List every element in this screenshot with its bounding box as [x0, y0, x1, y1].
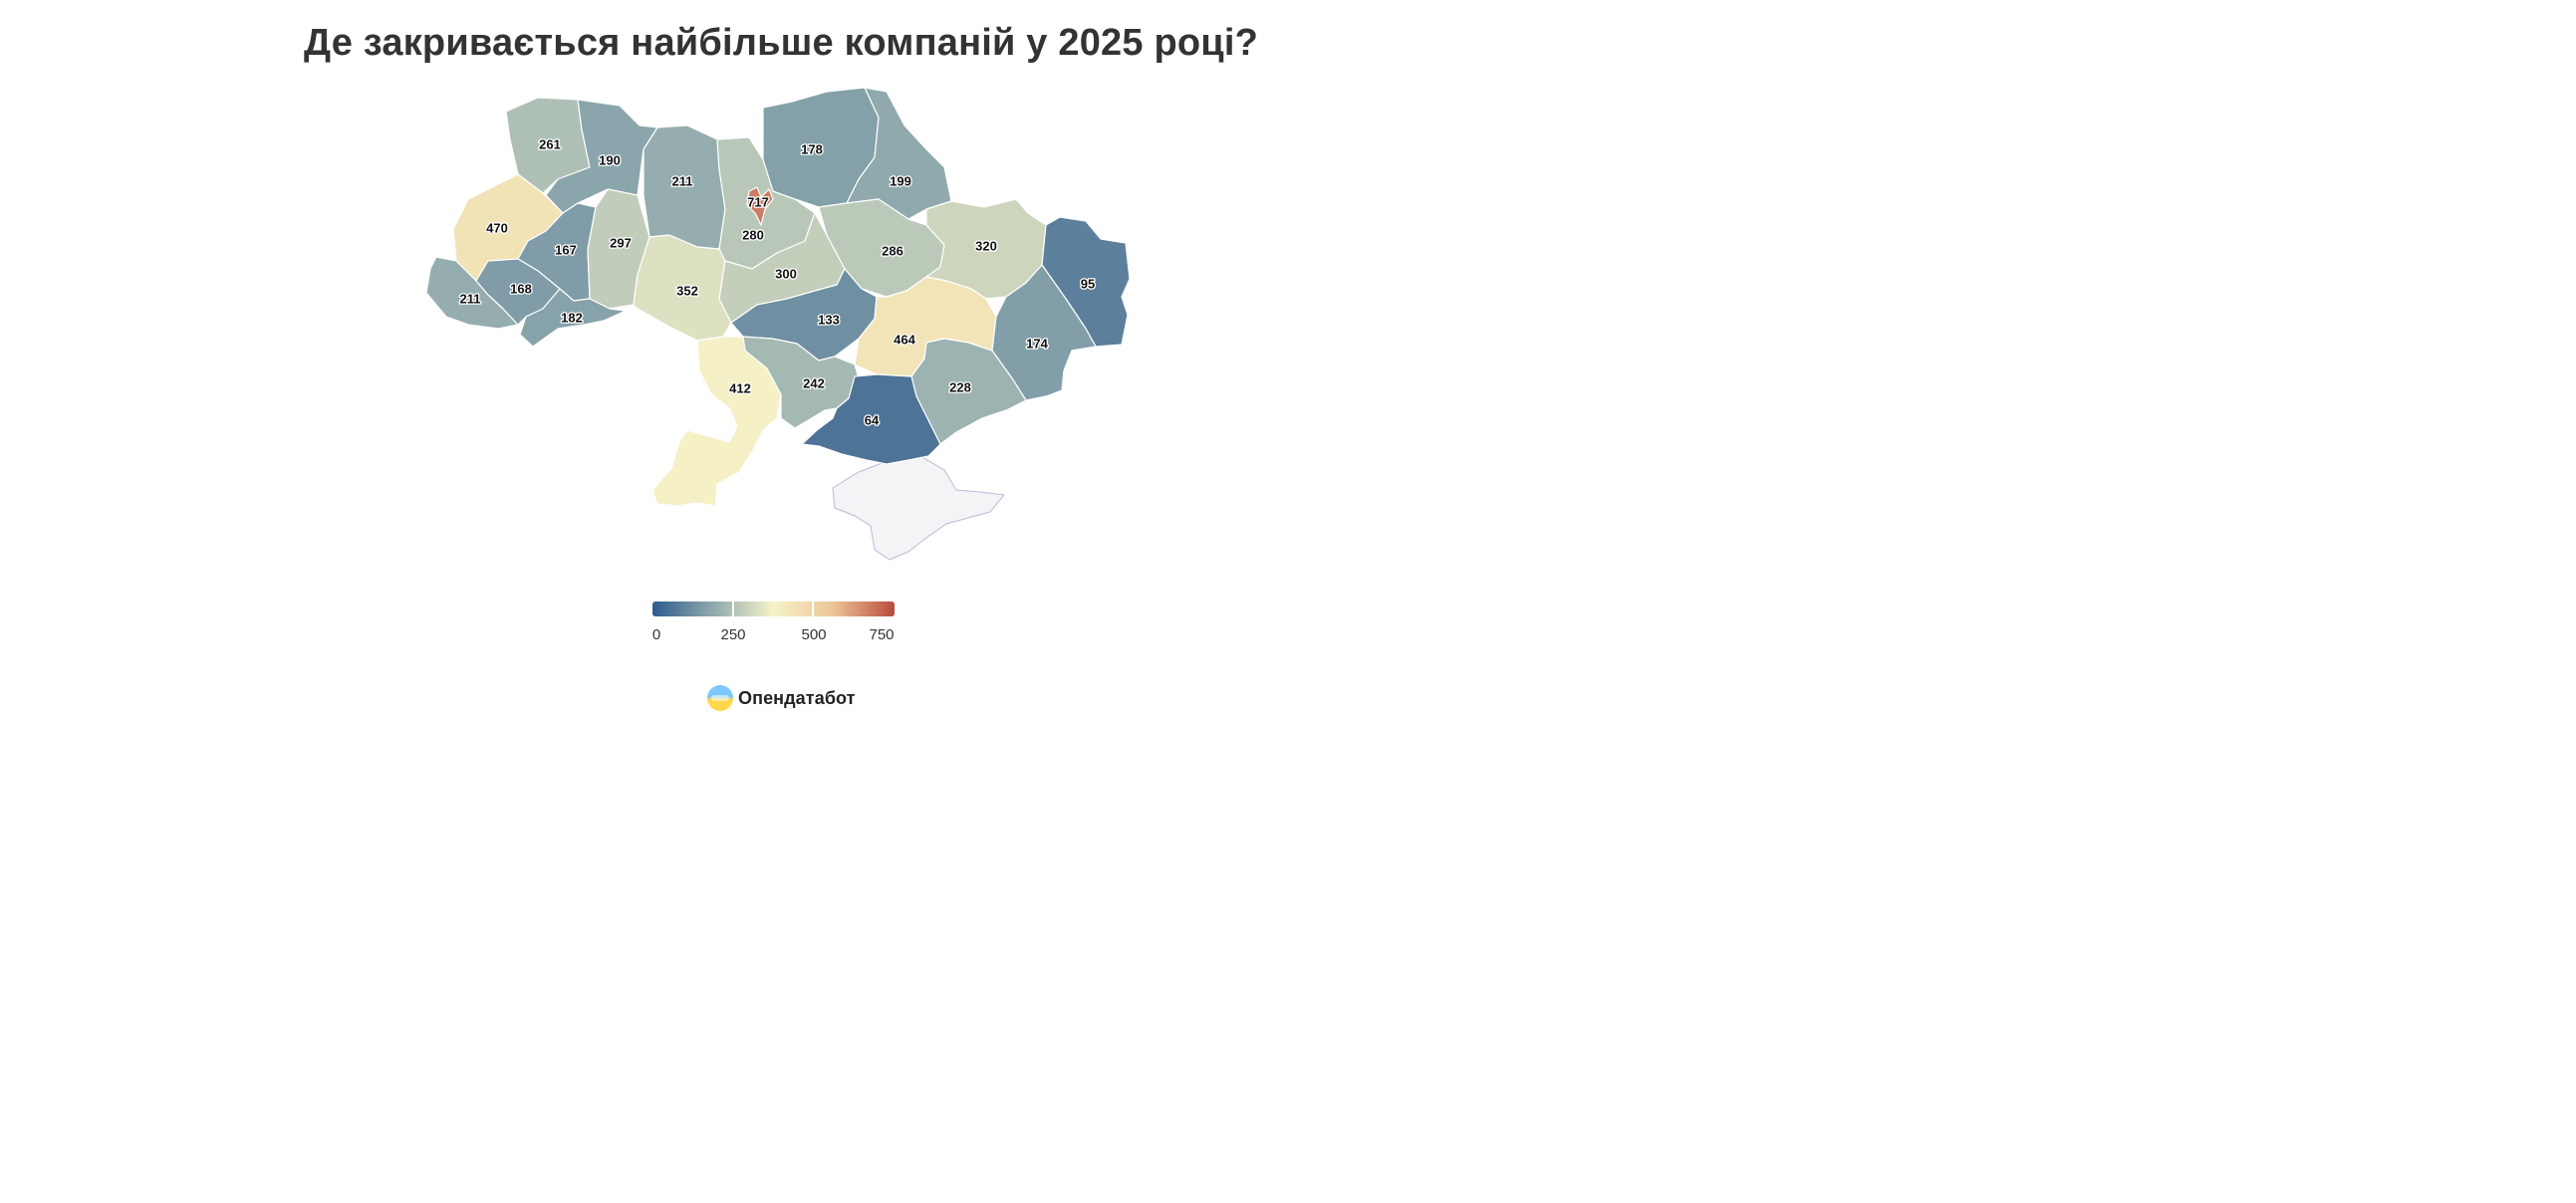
region-vinnytsia[interactable] [633, 234, 732, 342]
region-chernivtsi[interactable] [519, 288, 627, 348]
label-chernivtsi: 182 [561, 310, 583, 325]
label-ternopil: 167 [555, 242, 577, 257]
label-khmelnytskyi: 297 [610, 235, 632, 250]
label-rivne: 190 [599, 152, 621, 167]
legend-tick-0: 0 [651, 626, 661, 643]
label-luhansk: 95 [1081, 276, 1095, 291]
label-ivano-frankivsk: 168 [510, 281, 532, 296]
label-vinnytsia: 352 [676, 283, 698, 298]
label-zaporizhzhia: 228 [949, 379, 971, 394]
legend-color-scale [652, 602, 895, 616]
label-mykolaiv: 242 [803, 375, 825, 390]
region-value-labels: 261 190 211 280 717 178 199 470 167 297 … [458, 135, 1096, 429]
brand-name: Опендатабот [738, 687, 856, 708]
label-dnipropetrovsk: 464 [894, 332, 915, 347]
label-kirovohrad: 133 [818, 312, 840, 327]
region-zakarpattia[interactable] [425, 256, 519, 330]
label-kyiv-oblast: 280 [742, 227, 764, 242]
label-zakarpattia: 211 [460, 291, 481, 306]
ukraine-map: 261 190 211 280 717 178 199 470 167 297 … [425, 87, 1131, 561]
label-lviv: 470 [486, 220, 508, 235]
region-kyiv-city[interactable] [746, 186, 774, 226]
legend-tick-500: 500 [801, 626, 827, 643]
brand: Опендатабот [707, 684, 856, 712]
label-zhytomyr: 211 [672, 173, 693, 188]
legend-tick-250: 250 [720, 626, 746, 643]
legend-tick-750: 750 [869, 626, 895, 643]
label-volyn: 261 [539, 136, 561, 151]
region-crimea[interactable] [832, 455, 1005, 561]
region-kherson[interactable] [801, 373, 941, 465]
label-chernihiv: 178 [801, 141, 823, 156]
region-rivne[interactable] [545, 99, 658, 214]
label-kyiv-city: 717 [747, 194, 769, 209]
opendatabot-logo-icon [707, 685, 733, 711]
label-kharkiv: 320 [975, 238, 997, 253]
label-kherson: 64 [865, 412, 880, 427]
label-sumy: 199 [890, 173, 911, 188]
region-sumy[interactable] [846, 87, 952, 220]
label-odesa: 412 [729, 380, 751, 395]
label-poltava: 286 [882, 243, 903, 258]
legend-divider [812, 602, 814, 616]
legend-divider [732, 602, 734, 616]
label-donetsk: 174 [1026, 336, 1048, 351]
map-title: Де закривається найбільше компаній у 202… [303, 22, 1259, 64]
label-cherkasy: 300 [775, 266, 797, 281]
